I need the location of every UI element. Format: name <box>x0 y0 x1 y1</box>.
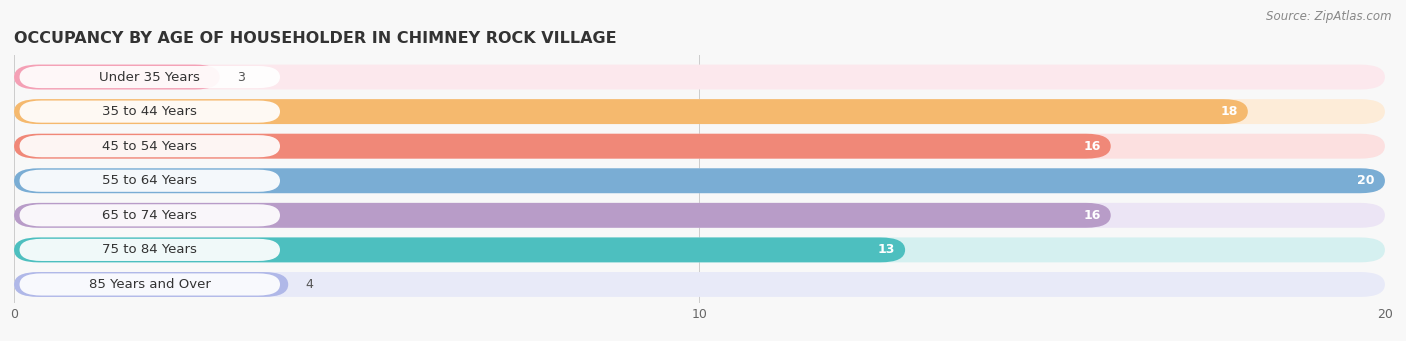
FancyBboxPatch shape <box>20 239 280 261</box>
FancyBboxPatch shape <box>14 237 905 262</box>
Text: 16: 16 <box>1083 140 1101 153</box>
Text: 4: 4 <box>305 278 314 291</box>
Text: 85 Years and Over: 85 Years and Over <box>89 278 211 291</box>
FancyBboxPatch shape <box>14 272 1385 297</box>
FancyBboxPatch shape <box>14 99 1249 124</box>
FancyBboxPatch shape <box>20 66 280 88</box>
FancyBboxPatch shape <box>14 168 1385 193</box>
FancyBboxPatch shape <box>20 273 280 296</box>
Text: Source: ZipAtlas.com: Source: ZipAtlas.com <box>1267 10 1392 23</box>
Text: 18: 18 <box>1220 105 1237 118</box>
FancyBboxPatch shape <box>14 134 1111 159</box>
Text: 45 to 54 Years: 45 to 54 Years <box>103 140 197 153</box>
FancyBboxPatch shape <box>14 237 1385 262</box>
FancyBboxPatch shape <box>14 203 1385 228</box>
FancyBboxPatch shape <box>20 204 280 226</box>
Text: 35 to 44 Years: 35 to 44 Years <box>103 105 197 118</box>
Text: 55 to 64 Years: 55 to 64 Years <box>103 174 197 187</box>
Text: 13: 13 <box>877 243 894 256</box>
Text: 16: 16 <box>1083 209 1101 222</box>
Text: 3: 3 <box>236 71 245 84</box>
FancyBboxPatch shape <box>14 168 1385 193</box>
FancyBboxPatch shape <box>14 134 1385 159</box>
FancyBboxPatch shape <box>14 99 1385 124</box>
FancyBboxPatch shape <box>14 64 1385 89</box>
FancyBboxPatch shape <box>20 135 280 157</box>
FancyBboxPatch shape <box>20 170 280 192</box>
Text: 20: 20 <box>1357 174 1375 187</box>
FancyBboxPatch shape <box>14 272 288 297</box>
Text: Under 35 Years: Under 35 Years <box>100 71 200 84</box>
Text: 65 to 74 Years: 65 to 74 Years <box>103 209 197 222</box>
FancyBboxPatch shape <box>20 101 280 123</box>
Text: OCCUPANCY BY AGE OF HOUSEHOLDER IN CHIMNEY ROCK VILLAGE: OCCUPANCY BY AGE OF HOUSEHOLDER IN CHIMN… <box>14 31 617 46</box>
FancyBboxPatch shape <box>14 64 219 89</box>
FancyBboxPatch shape <box>14 203 1111 228</box>
Text: 75 to 84 Years: 75 to 84 Years <box>103 243 197 256</box>
